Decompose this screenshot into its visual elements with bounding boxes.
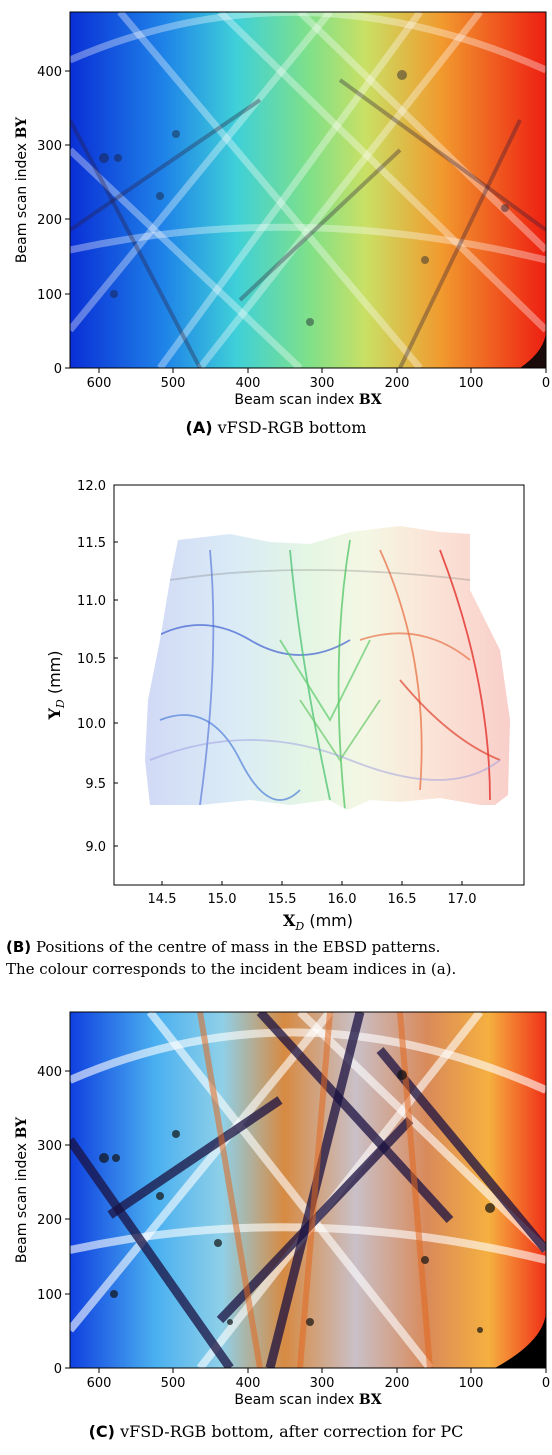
x-tick-label: 300 [310, 376, 335, 391]
y-axis-label: YD (mm) [45, 651, 67, 721]
y-tick-label: 400 [37, 1065, 62, 1080]
x-tick-label: 500 [161, 376, 186, 391]
panel-c-caption: (C) vFSD-RGB bottom, after correction fo… [0, 1422, 552, 1441]
x-tick-label: 400 [236, 1376, 261, 1391]
x-tick-label: 600 [87, 1376, 112, 1391]
panel-b: 12.0 11.5 11.0 10.5 10.0 9.5 9.0 14.5 15… [0, 460, 552, 980]
panel-b-scatter-cloud [145, 526, 510, 810]
x-tick-label: 15.0 [208, 892, 237, 907]
y-axis-label: Beam scan index BY [14, 1116, 30, 1263]
y-tick-label: 11.0 [77, 594, 106, 609]
panel-c-y-ticks: 0 100 200 300 400 [37, 1065, 62, 1377]
y-tick-label: 0 [54, 362, 62, 377]
y-tick-label: 9.5 [85, 777, 106, 792]
panel-c: 600 500 400 300 200 100 0 0 100 200 300 … [0, 1000, 552, 1455]
x-tick-label: 200 [385, 376, 410, 391]
panel-letter: (A) [185, 418, 213, 437]
x-tick-label: 400 [236, 376, 261, 391]
panel-b-plot: 12.0 11.5 11.0 10.5 10.0 9.5 9.0 14.5 15… [45, 479, 525, 933]
caption-text: Positions of the centre of mass in the E… [35, 938, 441, 956]
panel-a-y-ticks: 0 100 200 300 400 [37, 65, 62, 377]
y-tick-label: 100 [37, 288, 62, 303]
panel-a-bands [70, 12, 546, 368]
panel-a-x-ticks: 600 500 400 300 200 100 0 [87, 376, 551, 391]
x-tick-label: 0 [542, 376, 550, 391]
x-tick-label: 300 [310, 1376, 335, 1391]
panel-c-bands [70, 1012, 546, 1368]
x-axis-label: Beam scan index BX [234, 1392, 381, 1408]
y-tick-label: 10.5 [77, 652, 106, 667]
panel-c-x-ticks: 600 500 400 300 200 100 0 [87, 1376, 551, 1391]
x-tick-label: 14.5 [148, 892, 177, 907]
panel-letter: (B) [6, 938, 32, 956]
y-tick-label: 300 [37, 139, 62, 154]
x-tick-label: 17.0 [448, 892, 477, 907]
y-tick-label: 9.0 [85, 840, 106, 855]
y-tick-label: 200 [37, 1213, 62, 1228]
x-tick-label: 15.5 [268, 892, 297, 907]
x-tick-label: 16.5 [388, 892, 417, 907]
y-tick-label: 12.0 [77, 479, 106, 494]
y-tick-label: 11.5 [77, 536, 106, 551]
x-tick-label: 200 [385, 1376, 410, 1391]
panel-b-caption: (B) Positions of the centre of mass in t… [6, 936, 552, 980]
x-tick-label: 0 [542, 1376, 550, 1391]
panel-b-y-ticks: 12.0 11.5 11.0 10.5 10.0 9.5 9.0 [77, 479, 106, 855]
panel-a-plot: 600 500 400 300 200 100 0 0 100 200 300 … [14, 11, 551, 408]
y-tick-label: 400 [37, 65, 62, 80]
x-tick-label: 500 [161, 1376, 186, 1391]
x-axis-label: Beam scan index BX [234, 392, 381, 408]
panel-letter: (C) [88, 1422, 115, 1441]
y-tick-label: 300 [37, 1139, 62, 1154]
panel-c-plot: 600 500 400 300 200 100 0 0 100 200 300 … [14, 1011, 551, 1408]
y-tick-label: 0 [54, 1362, 62, 1377]
y-tick-label: 100 [37, 1288, 62, 1303]
y-tick-label: 200 [37, 213, 62, 228]
caption-text: vFSD-RGB bottom, after correction for PC [120, 1422, 464, 1441]
panel-a-caption: (A) vFSD-RGB bottom [0, 418, 552, 437]
panel-a-image [70, 12, 546, 368]
y-axis-label: Beam scan index BY [14, 116, 30, 263]
x-tick-label: 100 [459, 376, 484, 391]
panel-a: 600 500 400 300 200 100 0 0 100 200 300 … [0, 0, 552, 460]
y-tick-label: 10.0 [77, 717, 106, 732]
x-tick-label: 16.0 [328, 892, 357, 907]
x-axis-label: XD (mm) [283, 911, 353, 933]
x-tick-label: 600 [87, 376, 112, 391]
x-tick-label: 100 [459, 1376, 484, 1391]
caption-text: vFSD-RGB bottom [217, 418, 367, 437]
panel-b-x-ticks: 14.5 15.0 15.5 16.0 16.5 17.0 [148, 892, 477, 907]
caption-text: The colour corresponds to the incident b… [6, 960, 457, 978]
